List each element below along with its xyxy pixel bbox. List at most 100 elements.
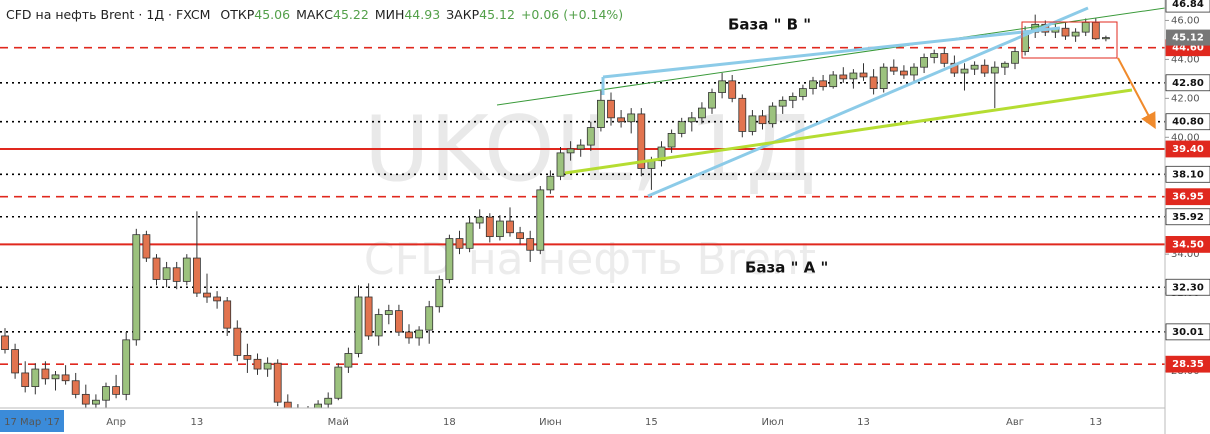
candle-body	[253, 358, 262, 370]
candle-body	[132, 234, 141, 341]
candle-body	[819, 80, 827, 88]
candle-body	[485, 216, 494, 238]
levels	[0, 46, 1165, 365]
candle-body	[940, 53, 949, 64]
candle-body	[21, 372, 30, 387]
candle-body	[637, 113, 646, 169]
level-label: 40.80	[1172, 117, 1204, 128]
candle-body	[728, 80, 737, 99]
arrow	[1117, 57, 1156, 130]
candle-body	[516, 232, 524, 239]
candle-body	[546, 175, 555, 191]
candle-body	[1011, 51, 1019, 64]
candle-body	[1071, 31, 1080, 37]
level-label: 39.40	[1172, 144, 1204, 155]
candle-body	[698, 107, 706, 119]
candle-body	[879, 66, 888, 90]
watermark: UKOIL, 1Д CFD на нефть Brent	[364, 97, 816, 285]
level-label: 30.01	[1172, 327, 1204, 338]
candle-body	[607, 99, 615, 119]
candle-body	[71, 380, 80, 395]
candle-body	[617, 117, 625, 123]
candle-body	[374, 314, 383, 337]
candle-body	[61, 374, 70, 382]
level-label-box	[1165, 0, 1210, 13]
candle-body	[344, 353, 353, 368]
trend-line	[647, 6, 1089, 198]
candle-body	[1102, 37, 1110, 40]
candle-body	[576, 144, 585, 150]
candle-body	[475, 216, 484, 224]
candle-body	[41, 368, 50, 380]
candle-body	[384, 310, 393, 315]
candle-body	[687, 117, 696, 123]
candle-body	[1, 335, 9, 350]
candle-body	[334, 366, 343, 399]
level-label-box	[1165, 355, 1210, 373]
level-label: 44.60	[1172, 43, 1204, 54]
candle-body	[152, 257, 161, 280]
candle-body	[506, 220, 514, 234]
level-label-box	[1165, 74, 1210, 92]
header-value: 45.06	[254, 7, 290, 22]
candle-body	[970, 64, 979, 70]
x-tick-label: Апр	[106, 417, 126, 428]
x-tick-label: Июн	[539, 417, 561, 428]
header-bg	[0, 4, 612, 24]
candle-body	[839, 74, 848, 80]
candle-body	[172, 267, 181, 282]
candle-body	[415, 329, 424, 339]
trend-line	[564, 88, 1133, 175]
candle-body	[536, 189, 545, 251]
candle-body	[364, 296, 373, 337]
candle-body	[1091, 21, 1100, 40]
y-tick-label: 40.00	[1171, 132, 1200, 143]
x-tick-label: 18	[443, 417, 456, 428]
candle-body	[203, 292, 211, 298]
level-label: 28.35	[1172, 359, 1204, 370]
candle-body	[920, 57, 928, 68]
level-label-box	[1165, 278, 1210, 296]
candle-body	[778, 99, 787, 107]
last-price-label: 45.12	[1172, 33, 1204, 44]
y-tick-label: 44.00	[1171, 54, 1200, 65]
date-highlight	[0, 410, 64, 432]
candle-body	[869, 76, 878, 90]
annotation: База " A "	[745, 259, 828, 277]
candle-body	[708, 92, 716, 109]
candle-body	[243, 355, 252, 360]
x-tick-label: 13	[857, 417, 870, 428]
price-labels: 46.84 44.60 42.80 40.80 39.40 38.10 36.95 35.92…	[1165, 0, 1210, 373]
header-label: МАКС	[296, 7, 333, 22]
candle-body	[112, 386, 120, 395]
trend-line	[602, 26, 1061, 79]
candle-body	[405, 331, 413, 339]
header-label: ОТКР	[220, 7, 254, 22]
candle-body	[627, 113, 636, 123]
candle-body	[122, 339, 131, 395]
x-tick-label: 13	[1089, 417, 1102, 428]
level-label: 34.50	[1172, 239, 1204, 250]
candle-body	[102, 386, 110, 401]
candle-body	[556, 152, 565, 177]
candle-body	[1001, 62, 1009, 68]
candle-body	[324, 397, 333, 405]
x-tick-label: Июл	[761, 417, 783, 428]
candle-body	[677, 121, 686, 134]
candle-body	[31, 368, 40, 387]
level-label-box	[1165, 323, 1210, 341]
candle-body	[263, 362, 272, 370]
candle-body	[990, 66, 999, 74]
header-change: +0.06 (+0.14%)	[521, 7, 623, 22]
candle-body	[495, 220, 504, 238]
x-tick-label: 13	[191, 417, 204, 428]
header-value: 45.22	[333, 7, 369, 22]
candle-body	[81, 393, 90, 405]
level-label: 46.84	[1172, 0, 1204, 10]
candle-body	[849, 72, 858, 80]
candle-body	[394, 310, 403, 333]
candle-body	[829, 74, 838, 88]
candle-body	[768, 105, 777, 125]
candle-body	[586, 127, 595, 146]
